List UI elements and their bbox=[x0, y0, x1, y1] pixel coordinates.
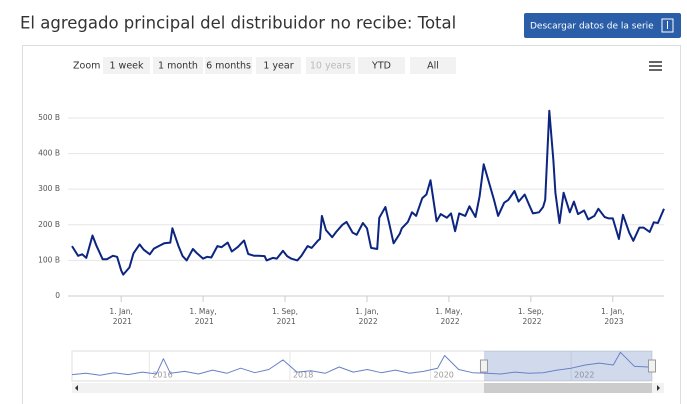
y-tick-label: 400 B bbox=[38, 149, 60, 158]
navigator-tick-label: 2020 bbox=[434, 371, 454, 380]
y-tick-label: 0 bbox=[55, 291, 60, 300]
zoom-button[interactable] bbox=[153, 57, 203, 74]
zoom-button-label[interactable]: 1 month bbox=[158, 61, 198, 72]
x-tick-label: 1. Jan, 2021 bbox=[109, 307, 133, 326]
zoom-button-label: 10 years bbox=[310, 61, 351, 72]
y-tick-label: 100 B bbox=[38, 255, 60, 264]
download-button-label[interactable]: Descargar datos de la serie bbox=[530, 22, 654, 32]
x-tick-label: 1. Jan, 2023 bbox=[601, 307, 625, 326]
download-button[interactable]: Descargar datos de la serie bbox=[524, 13, 681, 38]
menu-bar[interactable] bbox=[649, 61, 662, 63]
y-tick-label: 500 B bbox=[38, 113, 60, 122]
x-tick-label: 1. May, 2022 bbox=[435, 307, 462, 326]
zoom-button-label[interactable]: 1 week bbox=[109, 61, 144, 72]
zoom-button-label[interactable]: YTD bbox=[371, 61, 391, 72]
scrollbar-thumb[interactable] bbox=[483, 383, 652, 393]
download-icon[interactable] bbox=[661, 18, 674, 33]
zoom-button[interactable] bbox=[410, 57, 456, 74]
menu-bar[interactable] bbox=[649, 65, 662, 67]
data-line bbox=[71, 109, 665, 276]
zoom-button[interactable] bbox=[358, 57, 405, 74]
zoom-button[interactable] bbox=[103, 57, 150, 74]
scrollbar-arrow-right[interactable] bbox=[657, 385, 660, 391]
zoom-button[interactable] bbox=[205, 57, 252, 74]
x-tick-label: 1. Sep, 2021 bbox=[272, 307, 298, 326]
scrollbar-arrow-left[interactable] bbox=[75, 385, 78, 391]
navigator-selection[interactable] bbox=[483, 351, 652, 381]
x-tick-label: 1. Jan, 2022 bbox=[355, 307, 379, 326]
page-title: El agregado principal del distribuidor n… bbox=[20, 14, 456, 33]
y-tick-label: 200 B bbox=[38, 220, 60, 229]
navigator-handle[interactable] bbox=[479, 359, 488, 373]
data-line bbox=[71, 351, 649, 376]
zoom-label: Zoom bbox=[73, 61, 100, 72]
scrollbar-track bbox=[72, 383, 664, 393]
menu-bar[interactable] bbox=[649, 69, 662, 71]
download-button-bg[interactable] bbox=[524, 13, 681, 38]
navigator-handle[interactable] bbox=[648, 359, 656, 373]
zoom-button bbox=[306, 57, 355, 74]
zoom-button-label[interactable]: 6 months bbox=[206, 61, 251, 72]
x-tick-label: 1. May, 2021 bbox=[189, 307, 216, 326]
navigator-tick-label: 2018 bbox=[293, 371, 313, 380]
zoom-button-label[interactable]: All bbox=[427, 61, 439, 72]
x-tick-label: 1. Sep, 2022 bbox=[518, 307, 544, 326]
y-tick-label: 300 B bbox=[38, 184, 60, 193]
zoom-button-label[interactable]: 1 year bbox=[263, 61, 293, 72]
zoom-button[interactable] bbox=[256, 57, 301, 74]
navigator-tick-label: 2016 bbox=[152, 371, 172, 380]
navigator-tick-label: 2022 bbox=[574, 371, 594, 380]
menu-icon[interactable] bbox=[649, 61, 662, 71]
